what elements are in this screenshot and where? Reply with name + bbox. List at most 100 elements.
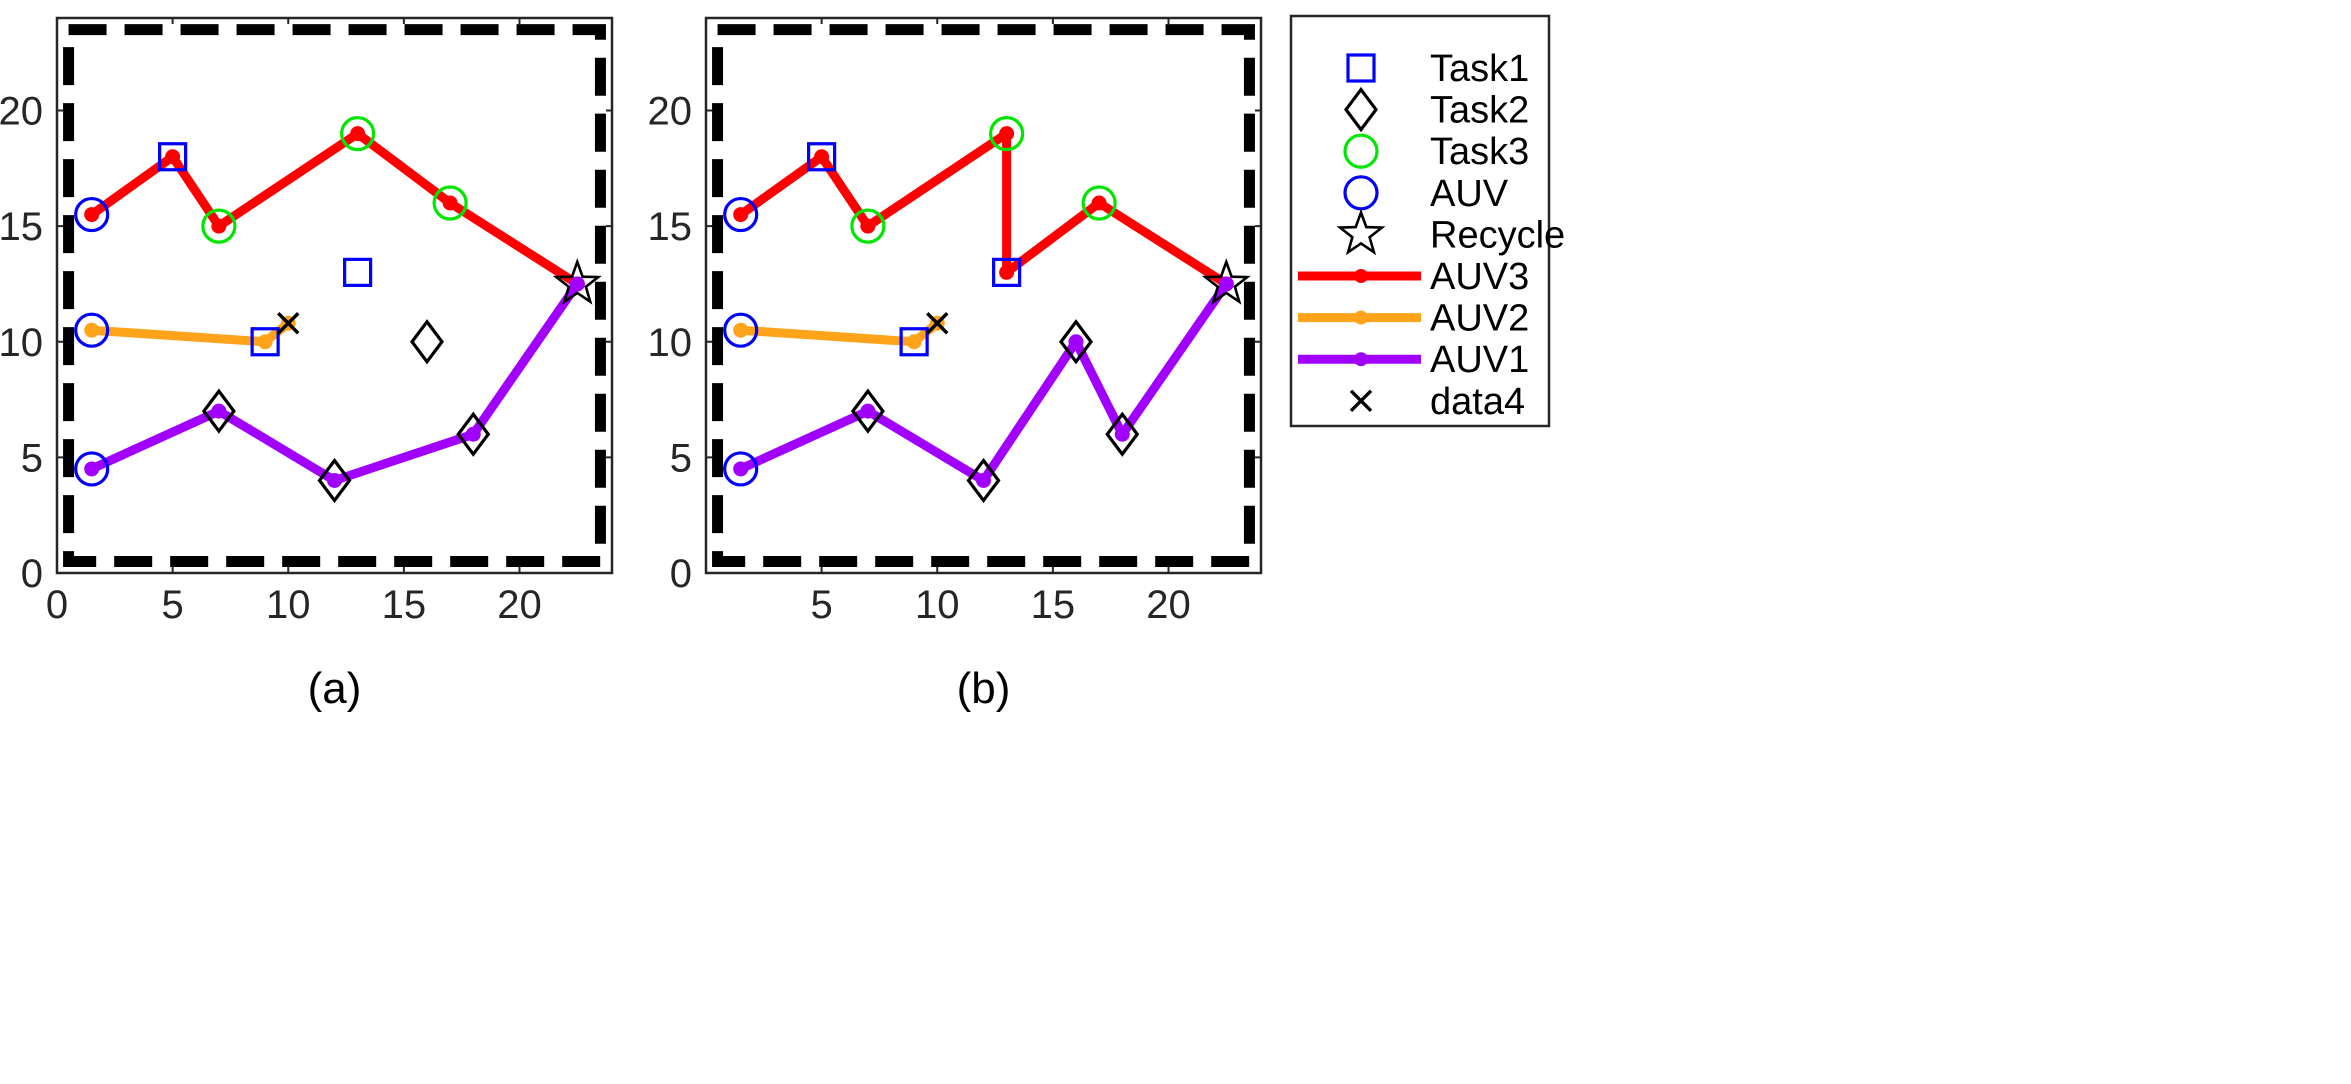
series-point-auv1 xyxy=(465,426,481,442)
legend-label-data4: data4 xyxy=(1430,381,1525,423)
series-point-auv2 xyxy=(906,334,922,350)
legend-label-auv: AUV xyxy=(1430,173,1509,215)
recycle-marker xyxy=(1201,258,1251,305)
task3-marker xyxy=(201,208,237,244)
series-point-auv3 xyxy=(814,149,830,165)
x-tick-label: 20 xyxy=(1146,583,1191,627)
series-point-auv1 xyxy=(1068,334,1084,350)
auv-marker xyxy=(74,451,110,487)
y-tick-label: 10 xyxy=(0,321,43,365)
panel-a: 0 5 10 15 20 0 5 10 15 20 (a) xyxy=(0,16,614,713)
panel-caption: (b) xyxy=(957,664,1011,713)
series-point-auv3 xyxy=(999,264,1015,280)
series-point-auv1 xyxy=(976,473,991,488)
series-line-auv1 xyxy=(736,279,1231,485)
auv-marker xyxy=(74,312,110,348)
auv-marker xyxy=(723,312,759,348)
series-point-auv1 xyxy=(733,461,749,477)
task1-marker xyxy=(158,142,188,172)
legend-dot-auv3 xyxy=(1354,269,1368,283)
series-point-auv3 xyxy=(1091,195,1107,211)
task2-marker xyxy=(410,319,444,365)
series-point-auv1 xyxy=(1114,426,1130,442)
legend-label-auv1: AUV1 xyxy=(1430,339,1529,381)
series-point-auv3 xyxy=(442,195,458,211)
auv-marker xyxy=(723,196,759,233)
boundary-dashed-rect xyxy=(63,24,606,567)
axes-box xyxy=(704,16,1263,575)
legend-symbol-data4 xyxy=(1349,389,1373,413)
legend-label-task1: Task1 xyxy=(1430,48,1529,90)
series-point-auv1 xyxy=(860,403,876,419)
task2-marker xyxy=(1105,411,1140,457)
x-tick-label: 10 xyxy=(915,583,960,627)
panel-caption: (a) xyxy=(308,664,362,713)
auv-marker xyxy=(723,451,759,487)
legend-dot-auv2 xyxy=(1354,310,1368,325)
x-tick-label: 5 xyxy=(811,583,833,627)
boundary-dashed-rect xyxy=(712,24,1255,567)
auv-marker xyxy=(74,196,110,233)
task2-marker xyxy=(850,388,885,434)
panel-b: 5 10 15 20 0 5 10 15 20 (b) xyxy=(648,16,1263,713)
legend-label-task2: Task2 xyxy=(1430,90,1529,132)
y-tick-label: 20 xyxy=(0,90,43,134)
task1-marker xyxy=(807,142,837,172)
legend-symbol-task1 xyxy=(1346,53,1376,83)
series-point-auv1 xyxy=(1218,276,1234,292)
series-point-auv3 xyxy=(999,126,1015,142)
y-tick-label: 15 xyxy=(0,205,43,249)
task3-marker xyxy=(340,116,376,152)
recycle-marker xyxy=(552,258,602,305)
legend-symbol-recycle xyxy=(1336,208,1386,256)
series-point-auv1 xyxy=(84,461,100,477)
task2-marker xyxy=(456,411,491,457)
data4-marker xyxy=(926,312,949,335)
series-point-auv3 xyxy=(211,218,227,234)
legend-dot-auv1 xyxy=(1354,352,1368,367)
plot-area xyxy=(57,18,612,573)
task2-marker xyxy=(1059,319,1093,365)
series-point-auv3 xyxy=(733,207,749,223)
series-point-auv3 xyxy=(84,207,100,223)
legend-label-recycle: Recycle xyxy=(1430,214,1565,256)
task3-marker xyxy=(432,185,468,221)
data4-marker xyxy=(277,312,300,335)
y-tick-label: 10 xyxy=(648,321,693,365)
legend-label-task3: Task3 xyxy=(1430,131,1529,173)
task2-marker xyxy=(317,457,352,504)
task1-marker xyxy=(899,327,929,357)
task1-marker xyxy=(343,257,373,287)
x-tick-label: 20 xyxy=(497,583,542,627)
task2-marker xyxy=(201,388,236,434)
plot-area xyxy=(706,18,1261,573)
task3-marker xyxy=(850,208,886,244)
series-point-auv2 xyxy=(733,322,749,338)
legend-label-auv3: AUV3 xyxy=(1430,256,1529,298)
axes-box xyxy=(55,16,614,575)
legend-symbol-task2 xyxy=(1344,86,1378,133)
task3-marker xyxy=(1081,185,1117,221)
y-tick-label: 20 xyxy=(648,90,693,134)
series-point-auv3 xyxy=(350,126,366,142)
x-tick-label: 5 xyxy=(162,583,184,627)
x-tick-label: 0 xyxy=(46,583,68,627)
task1-marker xyxy=(250,327,280,357)
task2-marker xyxy=(966,457,1001,504)
series-point-auv1 xyxy=(211,403,227,419)
y-tick-label: 15 xyxy=(648,205,693,249)
series-point-auv2 xyxy=(257,334,273,350)
y-tick-label: 0 xyxy=(670,552,692,596)
series-point-auv2 xyxy=(84,322,100,338)
x-tick-label: 15 xyxy=(382,583,427,627)
series-point-auv1 xyxy=(327,473,342,488)
y-tick-label: 5 xyxy=(21,436,43,480)
x-tick-label: 15 xyxy=(1031,583,1076,627)
legend: Task1Task2Task3AUVRecycleAUV3AUV2AUV1dat… xyxy=(1289,14,1565,428)
y-tick-label: 5 xyxy=(670,436,692,480)
series-point-auv3 xyxy=(860,218,876,234)
y-tick-label: 0 xyxy=(21,552,43,596)
task1-marker xyxy=(992,257,1022,287)
task3-marker xyxy=(989,116,1025,152)
